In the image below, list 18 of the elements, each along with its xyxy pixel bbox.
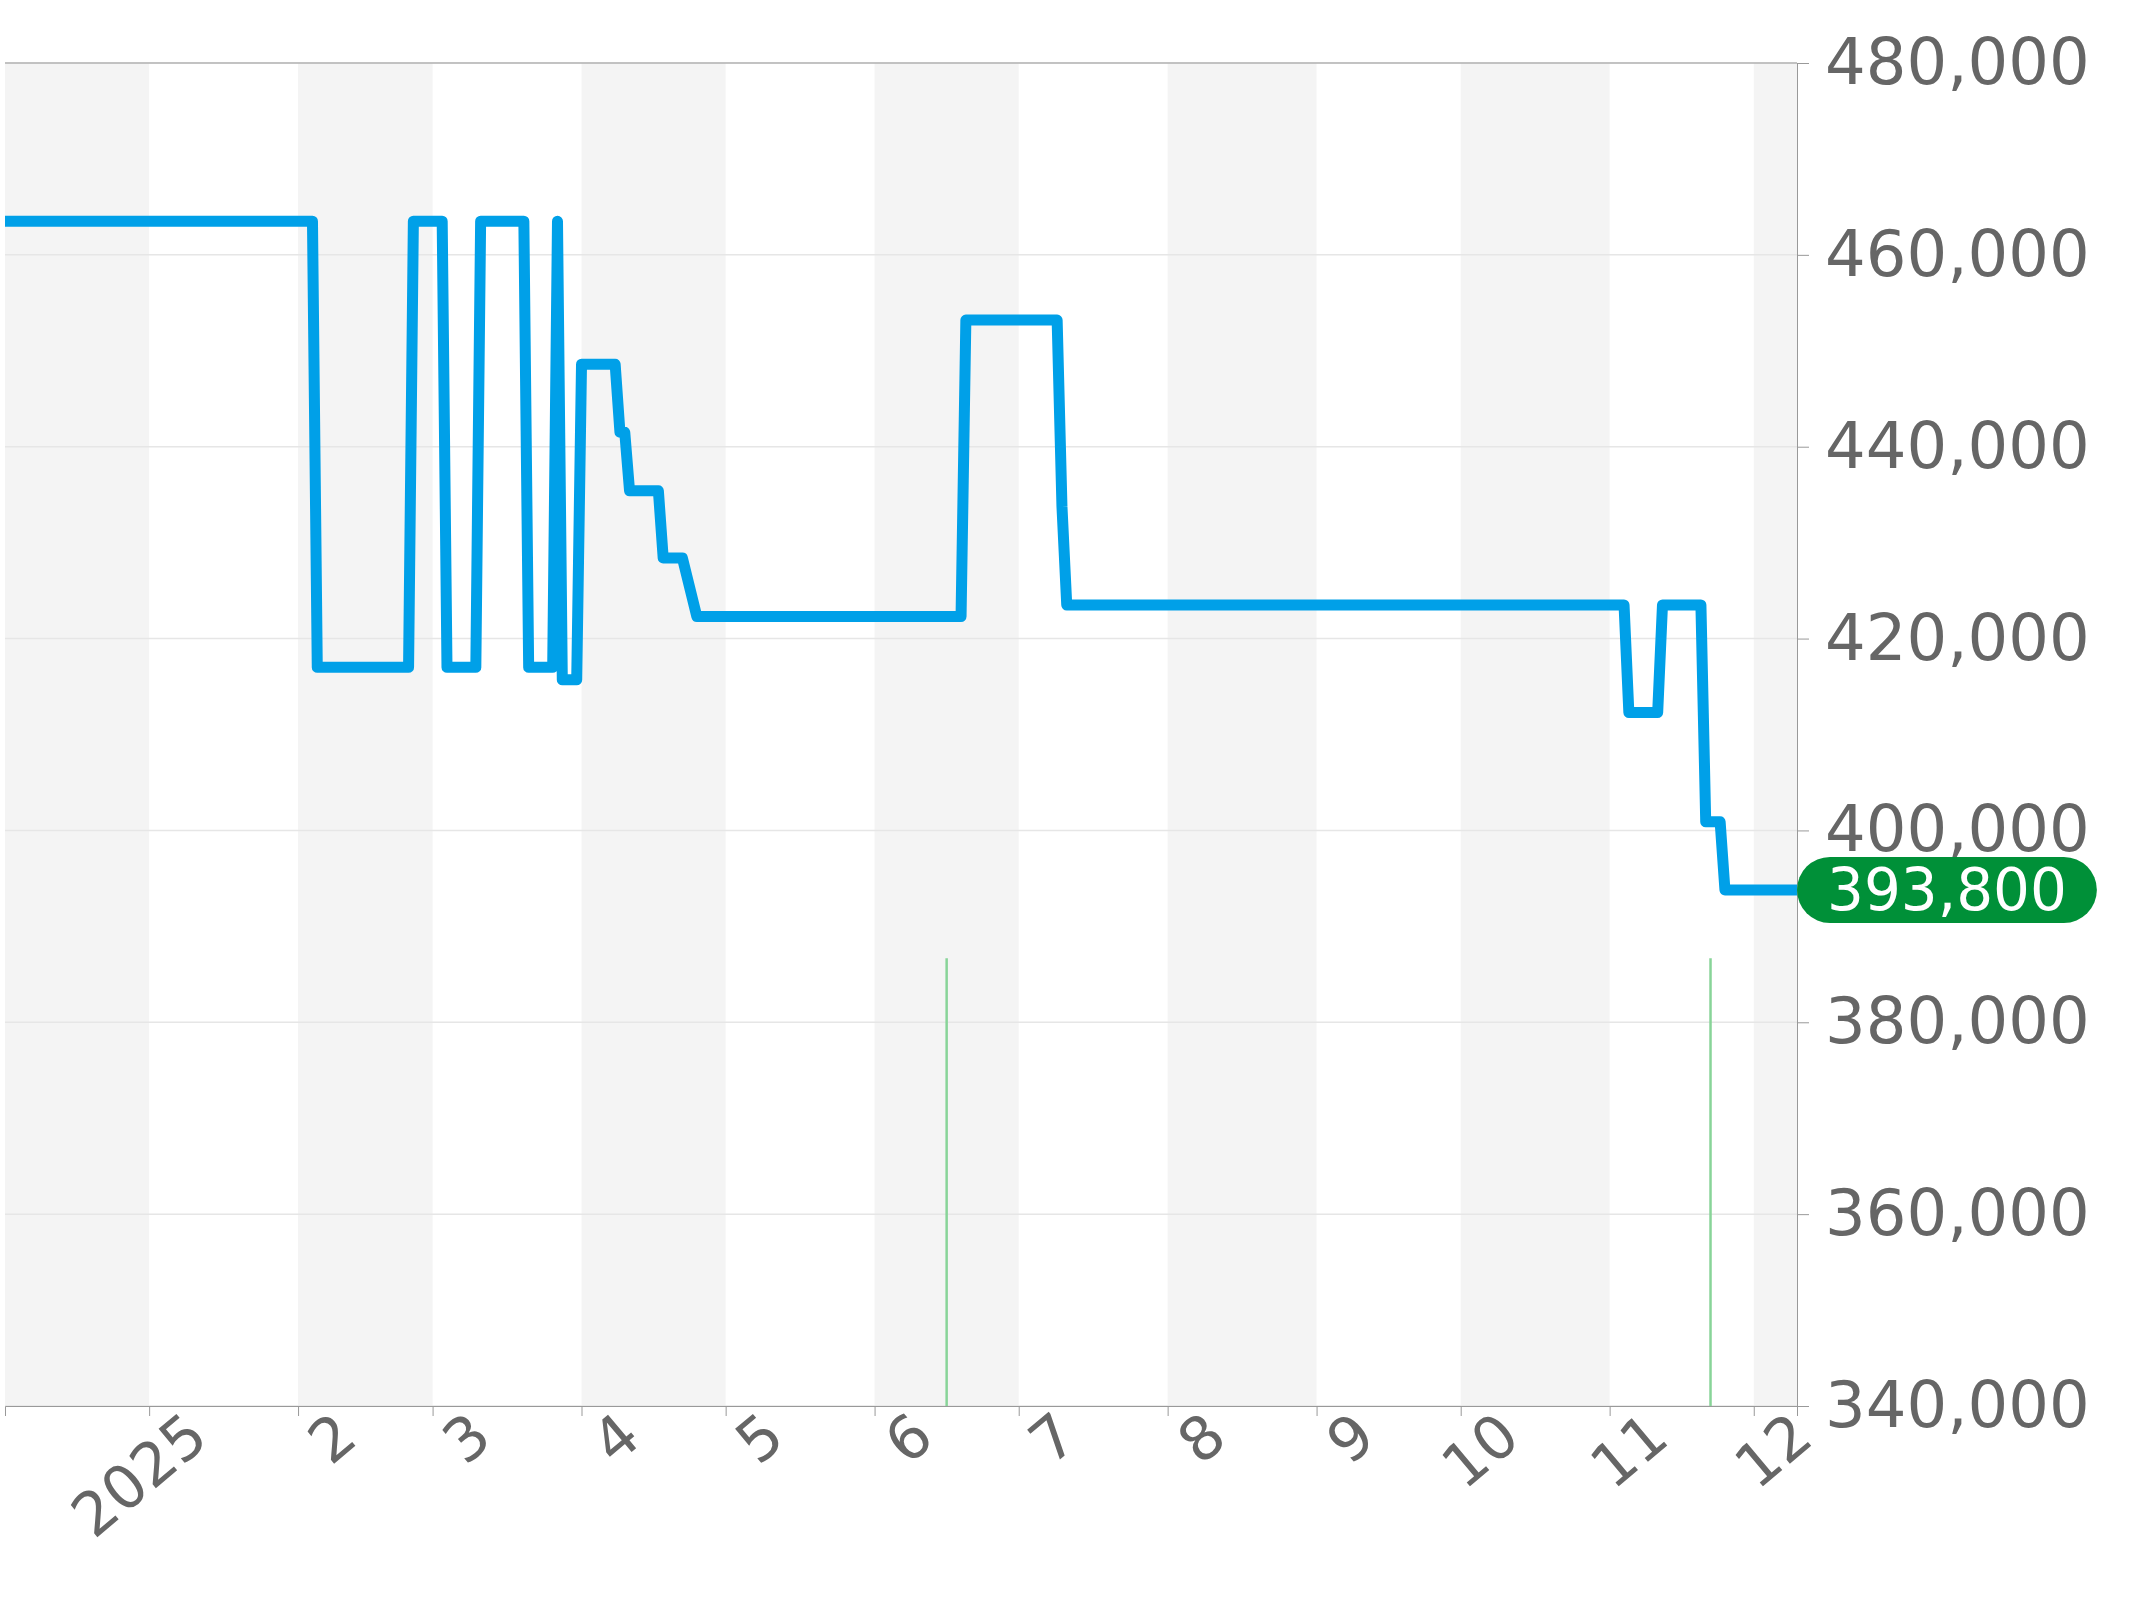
y-tick-label: 380,000: [1825, 984, 2090, 1059]
x-tick-label: 5: [722, 1399, 797, 1478]
x-tick-label: 7: [1015, 1399, 1090, 1478]
y-tick-label: 360,000: [1825, 1176, 2090, 1251]
x-tick-label: 2: [294, 1399, 370, 1478]
x-tick-label: 12: [1721, 1399, 1825, 1502]
x-tick-label: 6: [871, 1399, 946, 1478]
x-tick-label: 4: [578, 1399, 653, 1478]
y-tick-label: 420,000: [1825, 600, 2090, 675]
x-tick-label: 11: [1577, 1399, 1681, 1502]
y-tick-label: 460,000: [1825, 216, 2090, 291]
x-tick-label: 10: [1428, 1399, 1532, 1502]
x-tick-label: 8: [1164, 1399, 1239, 1478]
y-tick-label: 480,000: [1825, 24, 2090, 99]
y-tick-label: 340,000: [1825, 1367, 2090, 1442]
x-tick-label: 3: [429, 1399, 504, 1478]
y-tick-label: 440,000: [1825, 408, 2090, 483]
x-tick-label: 9: [1313, 1399, 1388, 1478]
